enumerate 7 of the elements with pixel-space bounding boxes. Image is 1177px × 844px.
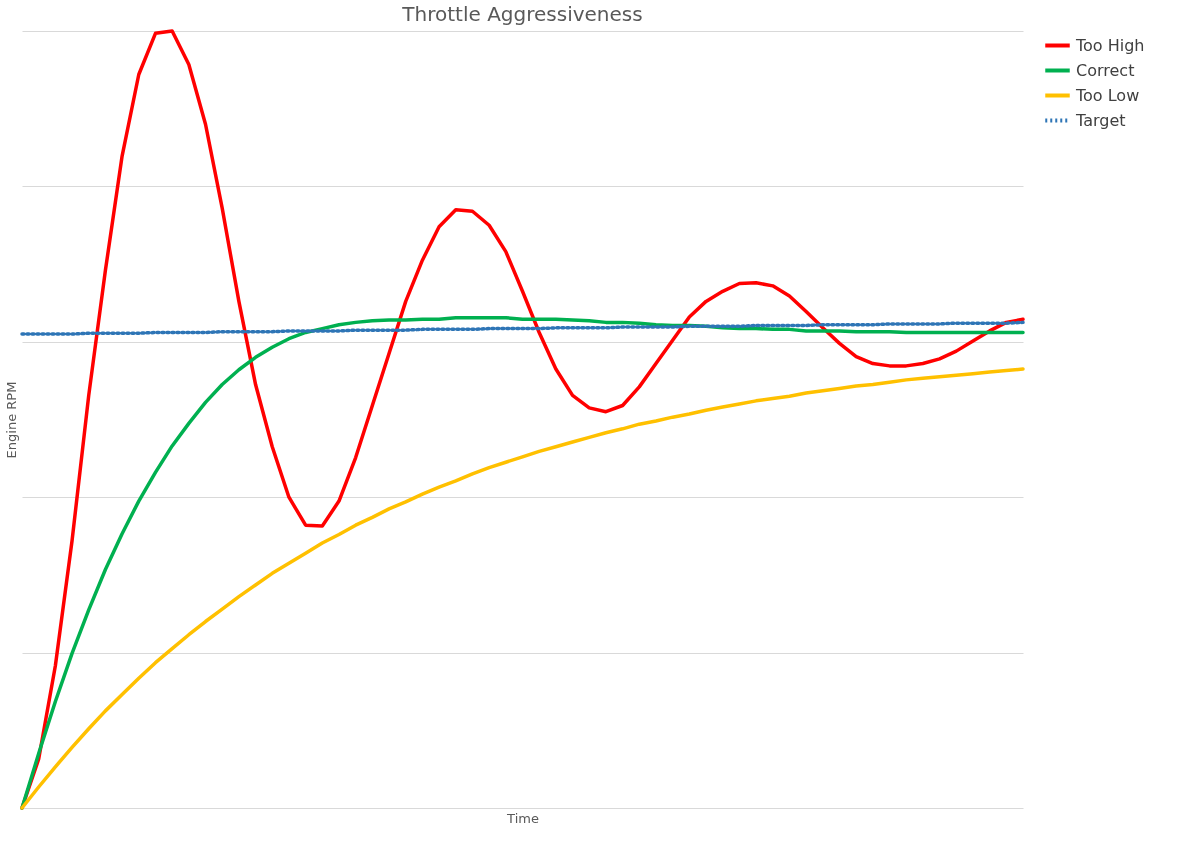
legend-label: Target <box>1075 110 1126 130</box>
chart-title: Throttle Aggressiveness <box>401 2 643 27</box>
y-axis-title: Engine RPM <box>3 381 19 459</box>
legend-label: Too High <box>1075 35 1145 55</box>
legend-label: Correct <box>1076 60 1135 80</box>
x-axis-title: Time <box>506 810 539 826</box>
legend-label: Too Low <box>1075 85 1140 105</box>
